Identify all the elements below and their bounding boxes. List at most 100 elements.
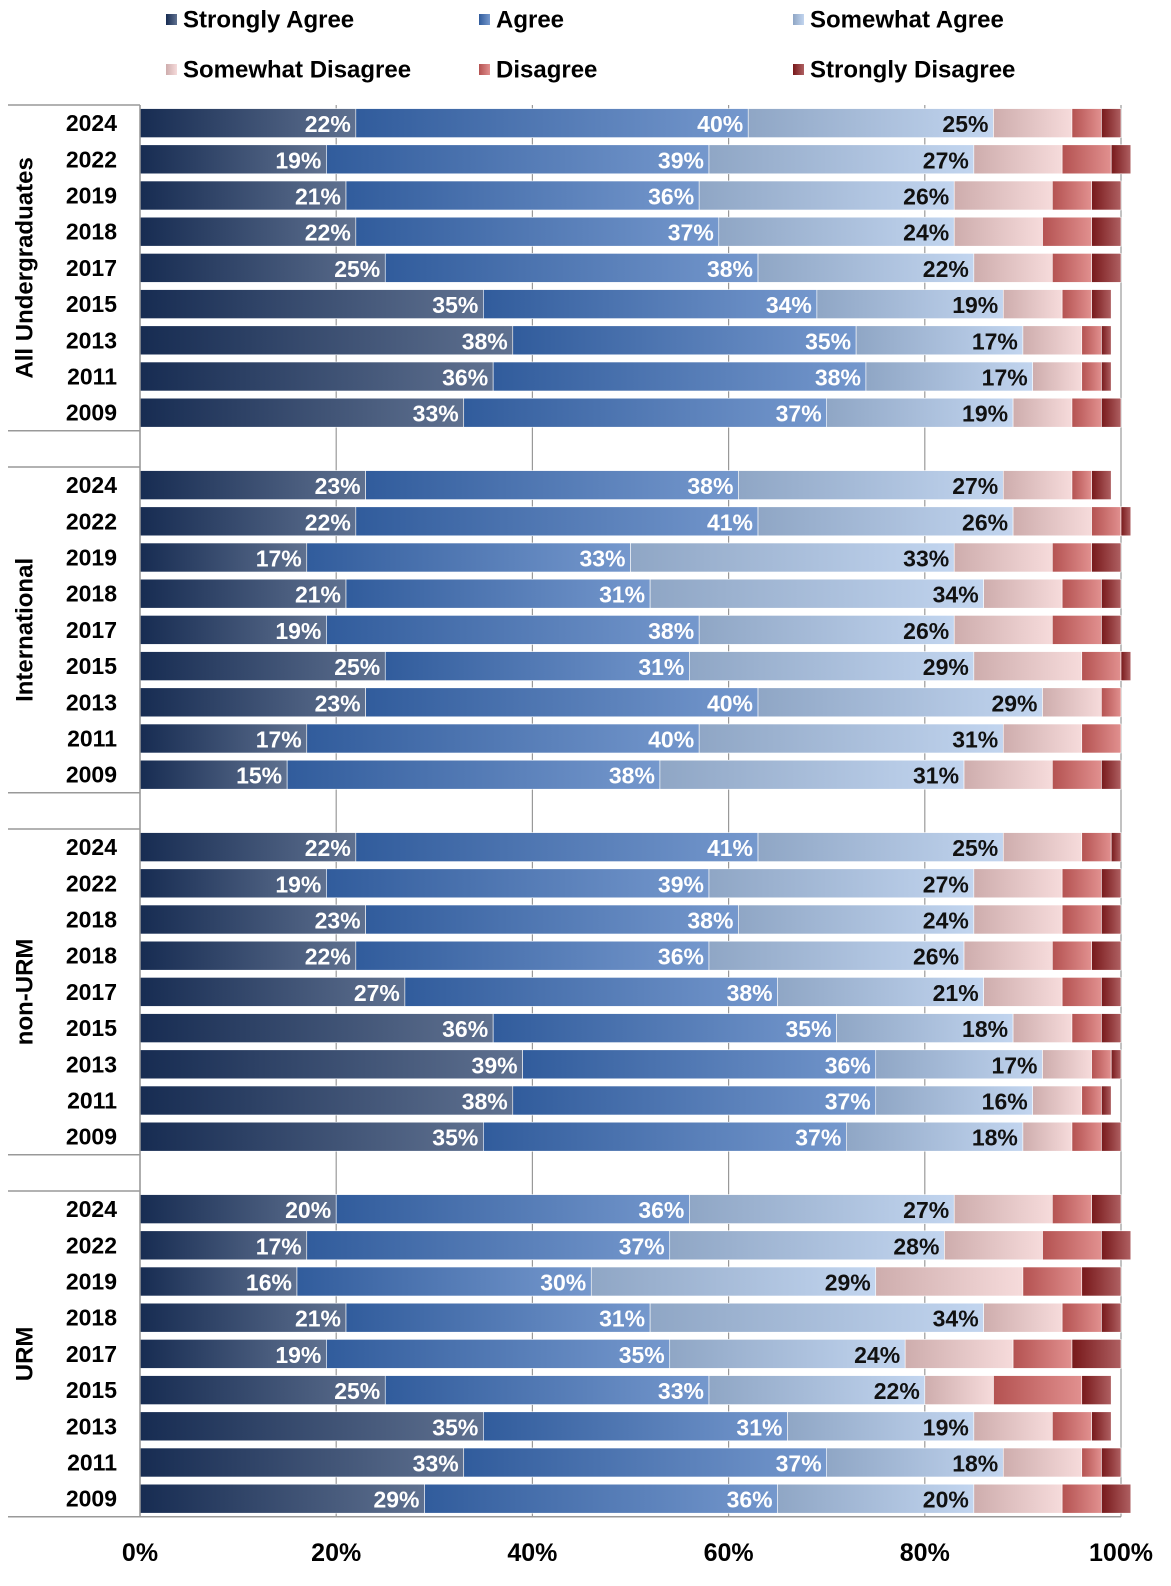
data-label: 19% [275, 618, 321, 644]
y-tick-label: 2018 [66, 581, 117, 607]
bar-segment [993, 1375, 1083, 1405]
y-tick-label: 2024 [66, 834, 117, 860]
y-tick-label: 2009 [66, 400, 117, 426]
bar-segment [973, 1483, 1063, 1514]
bar-segment [1071, 470, 1092, 500]
y-tick-label: 2018 [66, 219, 117, 245]
data-label: 36% [638, 1197, 684, 1223]
legend-swatch [479, 64, 490, 75]
data-label: 39% [658, 147, 704, 173]
data-label: 40% [648, 727, 694, 753]
bar-segment [1101, 759, 1122, 790]
bar-segment [1091, 1194, 1122, 1224]
legend-label: Somewhat Agree [810, 7, 1004, 34]
x-tick-label: 60% [704, 1539, 754, 1567]
y-tick-label: 2018 [66, 943, 117, 969]
bar-segment [865, 361, 1034, 392]
data-label: 20% [285, 1197, 331, 1223]
bar-segment [1101, 687, 1122, 718]
bar-segment [1061, 977, 1102, 1007]
data-label: 38% [727, 980, 773, 1006]
bar-segment [384, 651, 690, 681]
data-label: 23% [315, 690, 361, 716]
data-label: 29% [923, 654, 969, 680]
bar-segment [139, 1339, 327, 1369]
data-label: 22% [305, 944, 351, 970]
bar-segment [1012, 1013, 1073, 1043]
bar-segment [139, 1085, 514, 1116]
bar-segment [139, 578, 347, 609]
bar-segment [483, 1411, 788, 1442]
bar-segment [139, 687, 366, 718]
y-tick-label: 2022 [66, 1232, 117, 1258]
bar-segment [1052, 759, 1102, 790]
bar-segment [1012, 397, 1073, 428]
bar-segment [816, 289, 1004, 319]
bar-segment [139, 759, 288, 790]
bar-segment [404, 977, 778, 1007]
bar-segment [326, 615, 700, 645]
bar-segment [139, 868, 327, 899]
bar-segment [1022, 1121, 1073, 1152]
bar-segment [1101, 1447, 1122, 1478]
bar-segment [1042, 216, 1092, 247]
bar-segment [355, 216, 720, 247]
legend-label: Strongly Agree [183, 7, 354, 34]
data-label: 19% [275, 1342, 321, 1368]
data-label: 29% [373, 1487, 419, 1513]
data-label: 19% [923, 1414, 969, 1440]
y-tick-label: 2009 [66, 1486, 117, 1512]
data-label: 22% [305, 111, 351, 137]
bar-segment [1091, 289, 1112, 319]
bar-segment [1101, 1085, 1112, 1116]
data-label: 39% [472, 1052, 518, 1078]
bar-segment [826, 1447, 1004, 1478]
data-label: 36% [442, 365, 488, 391]
y-tick-label: 2015 [66, 653, 117, 679]
bar-segment [1012, 506, 1092, 537]
bar-segment [306, 723, 700, 754]
data-label: 25% [952, 835, 998, 861]
data-label: 31% [599, 1306, 645, 1332]
data-label: 21% [933, 980, 979, 1006]
bar-segment [836, 1013, 1014, 1043]
bar-segment [512, 325, 857, 356]
data-label: 17% [991, 1052, 1037, 1078]
data-label: 24% [923, 908, 969, 934]
bar-segment [286, 759, 661, 790]
bar-segment [1061, 144, 1112, 175]
bar-segment [1120, 651, 1132, 681]
bar-segment [1002, 832, 1083, 862]
bar-segment [139, 361, 494, 392]
bar-segment [983, 977, 1063, 1007]
bar-segment [630, 542, 955, 573]
bar-segment [855, 325, 1024, 356]
bar-segment [1101, 868, 1122, 899]
bar-segment [1052, 940, 1092, 971]
bar-segment [708, 1375, 926, 1405]
y-tick-label: 2024 [66, 110, 117, 136]
data-label: 33% [579, 546, 625, 572]
y-tick-label: 2022 [66, 508, 117, 534]
bar-segment [1081, 325, 1102, 356]
legend-label: Somewhat Disagree [183, 57, 411, 84]
bar-segment [875, 1266, 1024, 1297]
bar-segment [1012, 1339, 1073, 1369]
data-label: 35% [432, 1125, 478, 1151]
bar-segment [1032, 361, 1083, 392]
y-tick-label: 2019 [66, 1269, 117, 1295]
bar-segment [1101, 108, 1122, 138]
bar-segment [1110, 144, 1132, 175]
bar-segment [1081, 1085, 1102, 1116]
data-label: 33% [413, 1451, 459, 1477]
bar-segment [708, 144, 975, 175]
bar-segment [983, 578, 1063, 609]
y-tick-label: 2017 [66, 617, 117, 643]
y-tick-label: 2022 [66, 146, 117, 172]
bar-segment [139, 723, 308, 754]
data-label: 26% [903, 184, 949, 210]
bar-segment [306, 542, 631, 573]
bar-segment [1110, 832, 1122, 862]
data-label: 34% [766, 292, 812, 318]
